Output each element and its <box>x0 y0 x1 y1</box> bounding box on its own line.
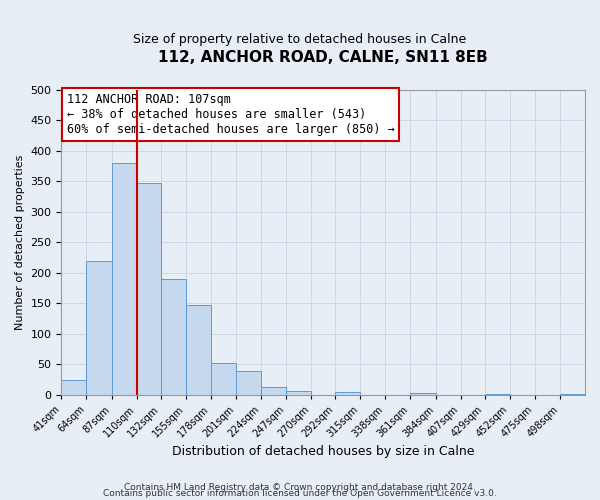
Text: Size of property relative to detached houses in Calne: Size of property relative to detached ho… <box>133 32 467 46</box>
Bar <box>485 394 510 395</box>
Text: 112 ANCHOR ROAD: 107sqm
← 38% of detached houses are smaller (543)
60% of semi-d: 112 ANCHOR ROAD: 107sqm ← 38% of detache… <box>67 93 394 136</box>
Bar <box>236 370 261 395</box>
Text: Contains public sector information licensed under the Open Government Licence v3: Contains public sector information licen… <box>103 490 497 498</box>
Bar <box>61 380 86 395</box>
Bar <box>112 163 137 395</box>
Bar <box>186 306 211 395</box>
Bar <box>137 182 161 395</box>
Title: 112, ANCHOR ROAD, CALNE, SN11 8EB: 112, ANCHOR ROAD, CALNE, SN11 8EB <box>158 50 488 65</box>
Bar <box>560 394 585 395</box>
Bar <box>86 260 112 395</box>
Bar <box>410 393 436 395</box>
Y-axis label: Number of detached properties: Number of detached properties <box>15 154 25 330</box>
Bar <box>335 392 360 395</box>
Text: Contains HM Land Registry data © Crown copyright and database right 2024.: Contains HM Land Registry data © Crown c… <box>124 483 476 492</box>
Bar <box>261 387 286 395</box>
Bar <box>161 279 186 395</box>
Bar <box>211 362 236 395</box>
Bar <box>286 390 311 395</box>
X-axis label: Distribution of detached houses by size in Calne: Distribution of detached houses by size … <box>172 444 475 458</box>
